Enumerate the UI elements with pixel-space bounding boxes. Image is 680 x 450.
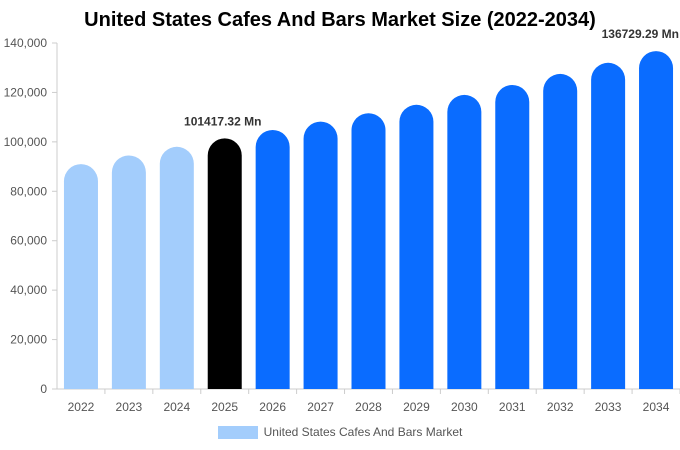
- x-tick-label: 2032: [547, 400, 574, 414]
- legend-label: United States Cafes And Bars Market: [263, 425, 463, 439]
- y-tick-label: 40,000: [10, 283, 47, 297]
- x-tick-label: 2034: [643, 400, 670, 414]
- x-tick-label: 2022: [68, 400, 95, 414]
- y-tick-label: 20,000: [10, 333, 47, 347]
- y-tick-label: 0: [40, 382, 47, 396]
- y-tick-label: 120,000: [4, 85, 48, 99]
- bar-2030: [447, 94, 482, 390]
- bar-2033: [591, 62, 626, 390]
- x-tick-label: 2029: [403, 400, 430, 414]
- x-tick-label: 2025: [211, 400, 238, 414]
- bar-2027: [303, 121, 338, 389]
- bar-2028: [351, 113, 386, 389]
- y-tick-label: 100,000: [4, 135, 48, 149]
- data-label-2034: 136729.29 Mn: [602, 27, 679, 41]
- y-tick-label: 140,000: [4, 36, 48, 50]
- y-tick-label: 80,000: [10, 184, 47, 198]
- data-label-2025: 101417.32 Mn: [184, 114, 261, 128]
- bar-2024: [159, 146, 194, 389]
- bar-2032: [543, 73, 578, 390]
- x-tick-label: 2033: [595, 400, 622, 414]
- x-tick-label: 2027: [307, 400, 334, 414]
- y-tick-label: 60,000: [10, 234, 47, 248]
- x-tick-label: 2028: [355, 400, 382, 414]
- x-tick-label: 2030: [451, 400, 478, 414]
- bar-2025: [207, 138, 242, 389]
- x-tick-label: 2026: [259, 400, 286, 414]
- chart-title: United States Cafes And Bars Market Size…: [84, 9, 596, 31]
- x-tick-label: 2024: [163, 400, 190, 414]
- legend: United States Cafes And Bars Market: [0, 425, 680, 439]
- bar-2023: [111, 155, 146, 389]
- x-tick-label: 2023: [116, 400, 143, 414]
- bar-2022: [63, 164, 98, 389]
- bar-2034: [639, 51, 674, 389]
- bar-2031: [495, 85, 530, 389]
- legend-swatch: [217, 425, 258, 439]
- bar-2029: [399, 104, 434, 390]
- x-tick-label: 2031: [499, 400, 526, 414]
- bar-2026: [255, 129, 290, 389]
